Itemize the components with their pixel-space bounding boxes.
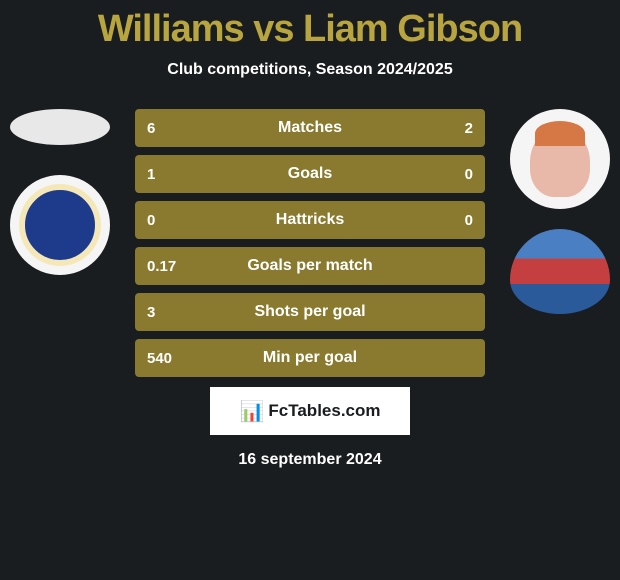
stat-rows-container: 6 Matches 2 1 Goals 0 0 Hattricks 0 0.17 Goals per… <box>135 109 485 377</box>
stat-value-left: 6 <box>147 120 197 137</box>
stat-value-left: 0 <box>147 212 197 229</box>
comparison-panel: 6 Matches 2 1 Goals 0 0 Hattricks 0 0.17 Goals per… <box>0 109 620 377</box>
stat-value-left: 0.17 <box>147 258 197 275</box>
stat-label: Shots per goal <box>254 303 365 321</box>
brand-logo-icon: 📊 <box>239 399 264 424</box>
stat-label: Hattricks <box>276 211 344 229</box>
stat-label: Min per goal <box>263 349 357 367</box>
left-entity-column <box>10 109 110 275</box>
player-placeholder-icon <box>10 109 110 145</box>
stat-row: 6 Matches 2 <box>135 109 485 147</box>
stat-value-right: 2 <box>423 120 473 137</box>
page-title: Williams vs Liam Gibson <box>0 8 620 51</box>
stat-value-right: 0 <box>423 166 473 183</box>
page-subtitle: Club competitions, Season 2024/2025 <box>0 61 620 79</box>
stat-row: 1 Goals 0 <box>135 155 485 193</box>
brand-text: FcTables.com <box>268 401 380 421</box>
right-entity-column <box>510 109 610 314</box>
stat-label: Goals <box>288 165 332 183</box>
brand-badge: 📊 FcTables.com <box>210 387 410 435</box>
player-avatar-icon <box>510 109 610 209</box>
stat-row: 3 Shots per goal <box>135 293 485 331</box>
stat-value-left: 3 <box>147 304 197 321</box>
club-badge-right-icon <box>510 229 610 314</box>
stat-label: Matches <box>278 119 342 137</box>
stat-value-left: 1 <box>147 166 197 183</box>
date-text: 16 september 2024 <box>0 451 620 469</box>
stat-value-left: 540 <box>147 350 197 367</box>
stat-value-right: 0 <box>423 212 473 229</box>
club-badge-left-icon <box>10 175 110 275</box>
stat-row: 0 Hattricks 0 <box>135 201 485 239</box>
stat-label: Goals per match <box>247 257 372 275</box>
stat-row: 540 Min per goal <box>135 339 485 377</box>
stat-row: 0.17 Goals per match <box>135 247 485 285</box>
